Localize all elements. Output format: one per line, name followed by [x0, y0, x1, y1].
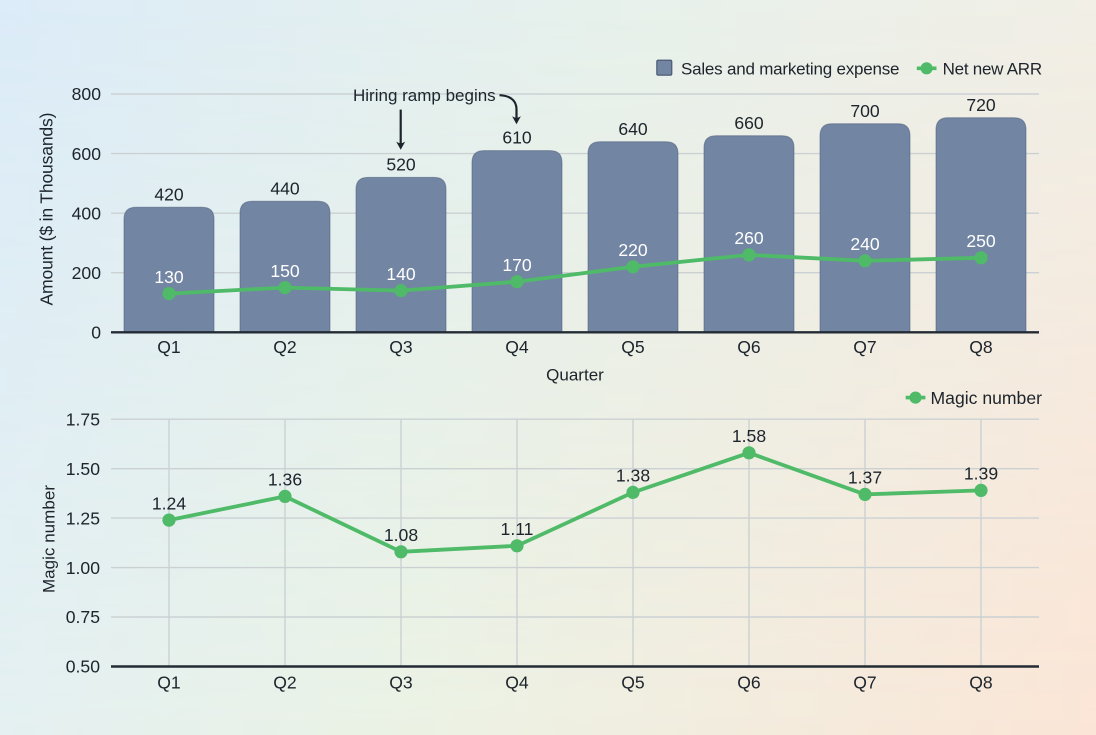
svg-text:Q7: Q7	[853, 337, 876, 357]
svg-text:240: 240	[850, 234, 880, 254]
svg-text:220: 220	[618, 240, 648, 260]
svg-text:Q1: Q1	[157, 673, 180, 693]
svg-text:200: 200	[72, 263, 102, 283]
svg-text:800: 800	[72, 84, 102, 104]
svg-text:Q2: Q2	[273, 337, 296, 357]
svg-text:Q5: Q5	[621, 337, 645, 357]
svg-text:Q5: Q5	[621, 673, 645, 693]
svg-text:640: 640	[618, 119, 648, 139]
svg-text:1.38: 1.38	[616, 466, 650, 486]
svg-text:Q1: Q1	[157, 337, 180, 357]
svg-text:1.00: 1.00	[66, 558, 100, 578]
svg-text:Q6: Q6	[737, 337, 761, 357]
svg-text:1.11: 1.11	[501, 519, 534, 539]
svg-text:Hiring ramp begins: Hiring ramp begins	[353, 86, 496, 105]
svg-text:250: 250	[966, 231, 996, 251]
svg-text:Amount ($ in Thousands): Amount ($ in Thousands)	[37, 113, 57, 306]
svg-text:Q2: Q2	[273, 673, 296, 693]
svg-text:720: 720	[966, 95, 996, 115]
svg-text:660: 660	[734, 113, 764, 133]
svg-text:Q4: Q4	[505, 673, 529, 693]
svg-text:Q3: Q3	[389, 337, 413, 357]
svg-text:1.58: 1.58	[732, 426, 766, 446]
svg-text:1.24: 1.24	[152, 493, 186, 513]
svg-text:400: 400	[72, 203, 102, 223]
svg-text:Q6: Q6	[737, 673, 761, 693]
svg-text:Q4: Q4	[505, 337, 529, 357]
svg-text:Magic number: Magic number	[931, 388, 1043, 408]
svg-text:Magic number: Magic number	[40, 485, 59, 593]
svg-text:Quarter: Quarter	[546, 366, 604, 385]
svg-text:1.75: 1.75	[66, 409, 100, 429]
svg-text:Net new ARR: Net new ARR	[943, 60, 1043, 79]
svg-text:420: 420	[154, 184, 184, 204]
svg-text:0: 0	[91, 323, 101, 343]
svg-text:Q3: Q3	[389, 673, 413, 693]
svg-text:130: 130	[154, 267, 184, 287]
svg-text:610: 610	[502, 128, 532, 148]
svg-text:260: 260	[734, 228, 764, 248]
svg-text:1.50: 1.50	[66, 459, 100, 479]
svg-text:1.39: 1.39	[964, 464, 998, 484]
svg-text:170: 170	[502, 255, 532, 275]
svg-text:Q7: Q7	[853, 673, 876, 693]
svg-text:1.08: 1.08	[384, 525, 418, 545]
svg-text:150: 150	[270, 261, 300, 281]
svg-text:600: 600	[72, 144, 102, 164]
svg-text:0.50: 0.50	[66, 657, 100, 677]
svg-text:Sales and marketing expense: Sales and marketing expense	[681, 60, 900, 79]
svg-text:Q8: Q8	[969, 337, 993, 357]
svg-text:0.75: 0.75	[66, 607, 100, 627]
svg-text:520: 520	[386, 155, 416, 175]
svg-text:140: 140	[386, 264, 416, 284]
svg-text:1.25: 1.25	[66, 508, 100, 528]
svg-text:440: 440	[270, 178, 300, 198]
svg-text:700: 700	[850, 101, 880, 121]
svg-text:1.37: 1.37	[848, 468, 882, 488]
svg-text:1.36: 1.36	[268, 470, 302, 490]
svg-text:Q8: Q8	[969, 673, 993, 693]
